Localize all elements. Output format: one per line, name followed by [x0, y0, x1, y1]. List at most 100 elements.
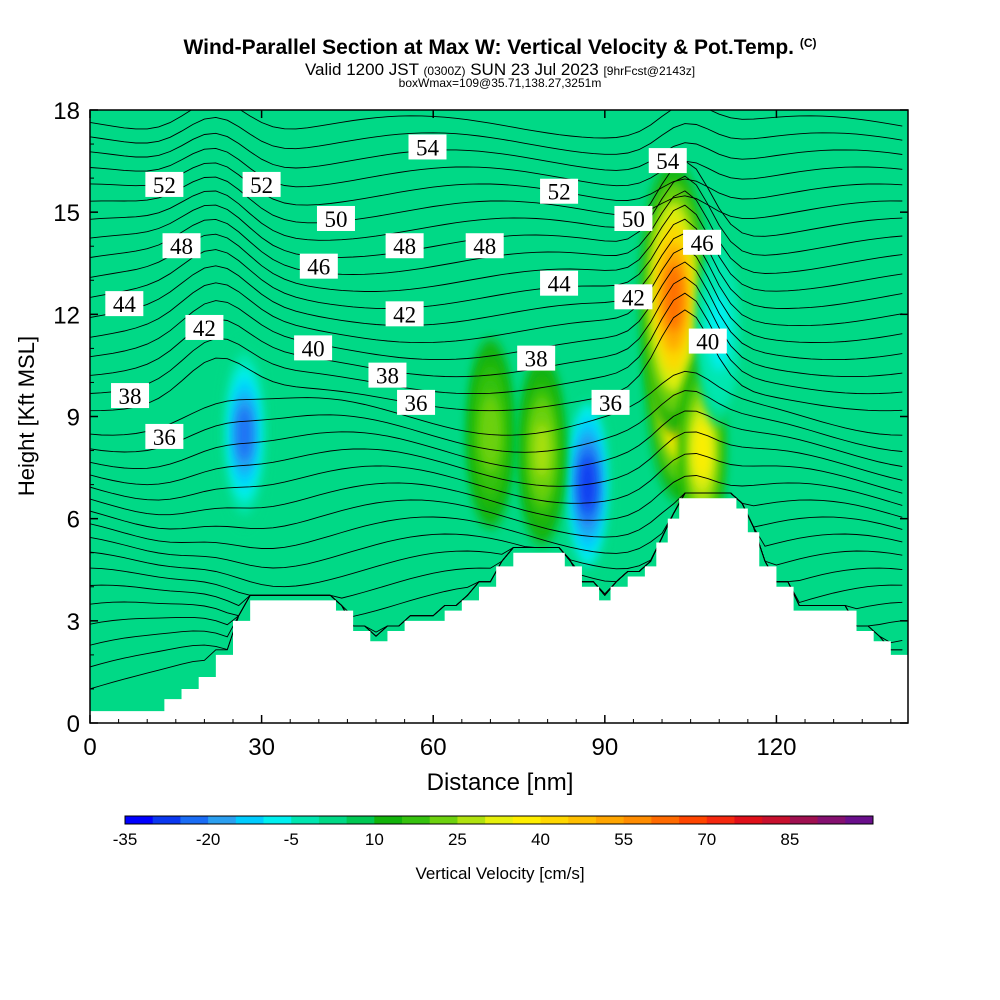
contour-label-box — [683, 229, 722, 255]
isentrope-line — [90, 147, 903, 188]
contour-label-box — [385, 233, 424, 259]
isentrope-line — [90, 116, 903, 155]
contour-label: 54 — [416, 135, 440, 160]
contour-label-box — [397, 389, 436, 415]
contour-label: 46 — [307, 255, 330, 280]
x-tick-label: 30 — [248, 734, 275, 761]
contour-label: 50 — [622, 207, 645, 232]
contour-label-box — [385, 301, 424, 327]
colorbar-swatch — [208, 816, 237, 824]
colorbar-swatch — [346, 816, 375, 824]
contour-label-box — [294, 335, 333, 361]
contour-label: 44 — [548, 272, 572, 297]
colorbar-swatch — [485, 816, 514, 824]
y-tick-label: 3 — [67, 609, 80, 636]
colorbar-swatch — [512, 816, 542, 824]
colorbar-swatch — [318, 816, 348, 824]
contour-label: 48 — [170, 234, 193, 259]
contour-label: 38 — [376, 364, 399, 389]
contour-label: 36 — [405, 391, 428, 416]
contour-label: 48 — [393, 234, 416, 259]
contour-label-box — [299, 253, 338, 279]
contour-label-box — [242, 171, 281, 197]
isentrope-line — [90, 204, 903, 292]
colorbar-swatch — [651, 816, 680, 824]
contour-label: 44 — [113, 292, 137, 317]
colorbar: -35 -20 -5 10 25 40 55 70 85 — [113, 815, 874, 849]
contour-label-box — [517, 345, 556, 371]
contour-label: 46 — [691, 231, 714, 256]
chart-valid-line: Valid 1200 JST (0300Z) SUN 23 Jul 2023 [… — [304, 60, 696, 79]
colorbar-tick-label: 55 — [614, 830, 633, 849]
colorbar-swatch — [263, 816, 292, 824]
contour-label-box — [105, 291, 144, 317]
contour-label: 38 — [119, 384, 142, 409]
x-axis-label: Distance [nm] — [427, 769, 574, 796]
contour-label: 52 — [153, 173, 176, 198]
x-tick-label: 120 — [756, 734, 796, 761]
colorbar-title: Vertical Velocity [cm/s] — [415, 864, 585, 883]
terrain-mask — [90, 498, 908, 723]
colorbar-swatch — [623, 816, 652, 824]
colorbar-tick-label: 10 — [365, 830, 384, 849]
contour-label: 36 — [153, 425, 176, 450]
contour-label-box — [614, 284, 653, 310]
colorbar-swatch — [762, 816, 791, 824]
contour-label-box — [408, 134, 447, 160]
contour-label: 52 — [250, 173, 273, 198]
isentrope-line — [90, 218, 903, 309]
isentrope-line — [90, 475, 903, 521]
x-axis: 0 30 60 90 120 — [83, 110, 892, 761]
contour-label: 38 — [525, 347, 548, 372]
colorbar-tick-label: -35 — [113, 830, 138, 849]
colorbar-swatch — [595, 816, 625, 824]
contour-label: 36 — [599, 391, 622, 416]
colorbar-swatch — [291, 816, 320, 824]
contour-label: 48 — [473, 234, 496, 259]
colorbar-swatch — [180, 816, 209, 824]
contour-label-box — [614, 205, 653, 231]
x-tick-label: 90 — [591, 734, 618, 761]
colorbar-swatch — [457, 816, 486, 824]
contour-label-box — [145, 171, 184, 197]
isentrope-line — [90, 132, 903, 171]
colorbar-tick-label: 85 — [780, 830, 799, 849]
contour-label: 54 — [656, 149, 680, 174]
contour-label-box — [368, 362, 407, 388]
isentrope-line — [90, 370, 903, 436]
colorbar-tick-label: -5 — [284, 830, 299, 849]
colorbar-swatch — [402, 816, 431, 824]
colorbar-tick-label: -20 — [196, 830, 221, 849]
isentrope-line — [90, 246, 903, 344]
contour-label-box — [316, 205, 355, 231]
y-tick-label: 12 — [53, 302, 80, 329]
isentrope-line — [90, 110, 903, 139]
colorbar-tick-label: 40 — [531, 830, 550, 849]
chart-box-line: boxWmax=109@35.71,138.27,3251m — [398, 76, 602, 90]
isentrope-line — [90, 232, 903, 327]
colorbar-tick-label: 25 — [448, 830, 467, 849]
isentrope-line — [90, 492, 903, 570]
contour-label: 40 — [302, 336, 325, 361]
contour-label: 50 — [324, 207, 347, 232]
colorbar-swatch — [374, 816, 403, 824]
colorbar-swatch — [540, 816, 569, 824]
colorbar-frame — [124, 815, 874, 825]
colorbar-swatch — [817, 816, 846, 824]
isentrope-line — [90, 162, 903, 206]
contour-label: 52 — [548, 180, 571, 205]
isentrope-line — [90, 453, 903, 504]
isentrope-line — [90, 390, 903, 453]
x-tick-label: 60 — [420, 734, 447, 761]
contour-label: 42 — [193, 316, 216, 341]
isentrope-line — [90, 410, 903, 470]
y-axis-label: Height [Kft MSL] — [14, 336, 39, 496]
contour-label-box — [540, 178, 579, 204]
contour-label-box — [688, 328, 727, 354]
contour-label-box — [540, 270, 579, 296]
colorbar-swatch — [568, 816, 597, 824]
w-feature-4 — [221, 338, 268, 529]
